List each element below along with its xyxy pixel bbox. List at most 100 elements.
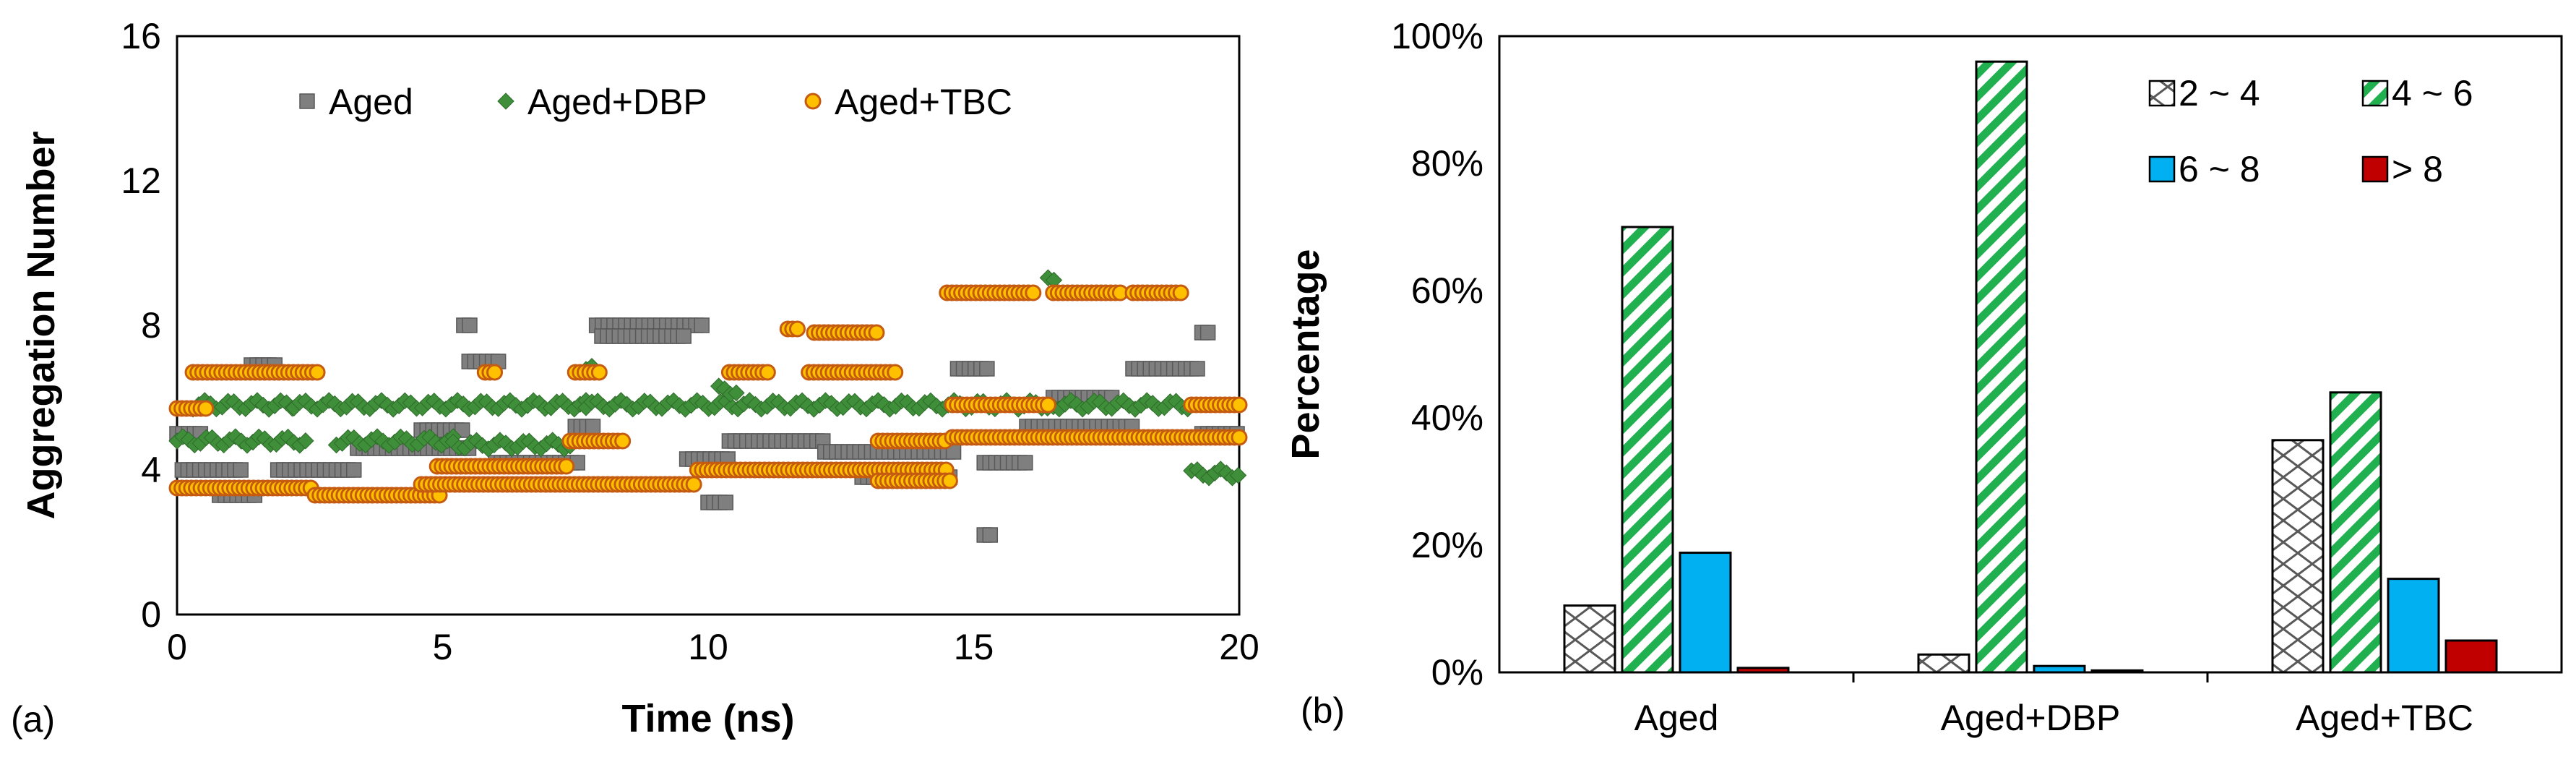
y-axis-title: Percentage: [1284, 249, 1327, 459]
scatter-chart: 0 4 8 12 16 0 5 10 15 20 Aggregation Number Time…: [11, 16, 1259, 740]
y-tick-label: 4: [141, 450, 161, 490]
data-point: [1017, 455, 1033, 471]
data-point: [982, 527, 999, 543]
bars: [1563, 60, 2498, 674]
y-tick-label: 20%: [1411, 525, 1483, 565]
legend-item: Aged+TBC: [804, 82, 1012, 122]
y-axis-ticks: 0% 20% 40% 60% 80% 100%: [1391, 16, 1483, 693]
data-point: [759, 364, 776, 381]
bar: [2387, 578, 2440, 674]
y-tick-label: 8: [141, 305, 161, 346]
bar: [1736, 667, 1790, 674]
data-point: [1229, 466, 1247, 484]
x-axis-title: Time (ns): [621, 697, 794, 740]
bar: [2444, 639, 2498, 674]
x-tick-label: 10: [688, 627, 728, 667]
legend-label: 4 ~ 6: [2392, 73, 2473, 114]
data-point: [979, 361, 995, 377]
data-point: [346, 462, 362, 478]
data-point: [1172, 284, 1189, 301]
bar: [1621, 226, 1674, 674]
legend-item: > 8: [2361, 149, 2443, 189]
data-point: [728, 384, 745, 402]
data-point: [1189, 361, 1205, 377]
legend-label: Aged+TBC: [835, 82, 1012, 122]
data-point: [462, 317, 478, 333]
data-point: [1231, 396, 1248, 414]
data-point: [1199, 325, 1216, 341]
x-axis-ticks: 0 5 10 15 20: [167, 627, 1259, 667]
x-axis-ticks: Aged Aged+DBP Aged+TBC: [1634, 672, 2473, 738]
legend-marker: [804, 93, 822, 110]
series-aged-tbc: [168, 284, 1248, 504]
legend: 2 ~ 4 4 ~ 6 6 ~ 8 > 8: [2148, 73, 2473, 189]
legend-swatch: [2361, 155, 2389, 183]
data-point: [558, 458, 575, 475]
y-tick-label: 40%: [1411, 398, 1483, 438]
y-tick-label: 12: [121, 160, 161, 201]
legend-item: 6 ~ 8: [2148, 149, 2260, 189]
legend-marker: [497, 93, 514, 110]
data-point: [1039, 396, 1056, 414]
data-point: [309, 364, 326, 381]
y-tick-label: 60%: [1411, 270, 1483, 311]
data-point: [718, 495, 734, 510]
bar: [1563, 604, 1616, 674]
legend-label: Aged: [329, 82, 413, 122]
bar: [1975, 60, 2028, 674]
x-tick-label: 20: [1219, 627, 1259, 667]
data-point: [887, 364, 904, 381]
data-point: [788, 320, 806, 338]
legend-item: Aged+DBP: [497, 82, 707, 122]
legend-label: > 8: [2392, 149, 2443, 189]
bar: [2329, 391, 2382, 674]
data-point: [694, 317, 710, 333]
y-tick-label: 80%: [1411, 143, 1483, 184]
legend-swatch: [2361, 80, 2389, 107]
panel-label-a: (a): [11, 699, 55, 740]
data-point: [197, 400, 215, 417]
bar: [2033, 664, 2086, 674]
data-point: [1025, 284, 1042, 301]
data-point: [1231, 429, 1248, 446]
data-point: [486, 364, 504, 381]
legend-marker: [299, 93, 315, 109]
y-tick-label: 0%: [1431, 652, 1483, 693]
y-axis-ticks: 0 4 8 12 16: [121, 16, 161, 635]
legend-label: Aged+DBP: [527, 82, 707, 122]
data-point: [297, 432, 314, 450]
y-tick-label: 0: [141, 594, 161, 635]
y-axis-title: Aggregation Number: [20, 131, 63, 519]
x-tick-label: Aged+TBC: [2296, 698, 2473, 738]
scatter-points: [168, 269, 1248, 543]
x-tick-label: 0: [167, 627, 187, 667]
plot-area-border: [1498, 35, 2563, 674]
legend-label: 6 ~ 8: [2179, 149, 2260, 189]
data-point: [233, 462, 249, 478]
legend: Aged Aged+DBP Aged+TBC: [299, 82, 1012, 122]
data-point: [590, 364, 608, 381]
bar-chart: 0%20%40%60%80%100% Aged Aged+DBP Aged+TBC …: [1284, 16, 2563, 738]
data-point: [868, 324, 885, 341]
x-tick-label: Aged+DBP: [1941, 698, 2121, 738]
data-point: [585, 419, 601, 434]
y-tick-label: 16: [121, 16, 161, 56]
bar: [1679, 552, 1732, 674]
legend-item: Aged: [299, 82, 413, 122]
legend-swatch: [2148, 155, 2176, 183]
x-tick-label: 5: [433, 627, 453, 667]
data-point: [676, 328, 692, 344]
plot-area-border: [176, 35, 1241, 616]
bar: [2271, 439, 2325, 674]
x-tick-label: 15: [954, 627, 994, 667]
legend-item: 2 ~ 4: [2148, 73, 2260, 114]
x-tick-label: Aged: [1634, 698, 1719, 738]
legend-swatch: [2148, 80, 2176, 107]
data-point: [614, 432, 632, 450]
data-point: [941, 472, 958, 489]
legend-item: 4 ~ 6: [2361, 73, 2473, 114]
bar: [1917, 653, 1970, 674]
bar: [2090, 669, 2144, 674]
data-point: [685, 476, 702, 493]
